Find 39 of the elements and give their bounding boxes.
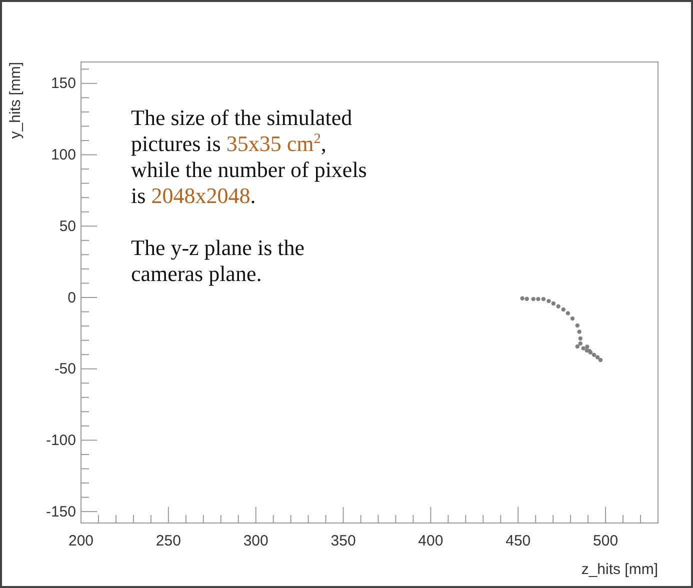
- x-tick-label: 200: [68, 532, 94, 550]
- point: [541, 296, 546, 302]
- x-tick-label: 400: [418, 532, 444, 550]
- text: The size of the simulated pictures is 35x35 cm$^{2}$, while the number of pixels is 2048x2048.: [131, 105, 367, 208]
- y-tick-label: -50: [54, 360, 76, 378]
- point: [561, 307, 566, 312]
- y-axis-title: y_hits [mm]: [7, 62, 24, 139]
- point: [531, 296, 536, 302]
- text: The y-z plane is the cameras plane.: [131, 235, 305, 286]
- point: [581, 346, 586, 350]
- point: [598, 358, 603, 362]
- point: [570, 316, 575, 321]
- point: [577, 330, 582, 334]
- y-tick-label: 0: [68, 289, 76, 306]
- y-tick-label: 50: [59, 218, 76, 235]
- x-tick-label: 450: [506, 532, 531, 550]
- point: [551, 301, 556, 306]
- point: [592, 352, 596, 357]
- point: [566, 311, 570, 316]
- y-tick-label: 100: [50, 146, 76, 164]
- point: [575, 323, 580, 328]
- point: [546, 298, 551, 304]
- x-tick-label: 250: [156, 532, 181, 550]
- x-tick-label: 350: [330, 532, 356, 550]
- point: [585, 344, 590, 349]
- point: [520, 296, 524, 300]
- point: [595, 355, 600, 360]
- point: [578, 336, 582, 341]
- point: [578, 341, 582, 346]
- x-tick-label: 500: [593, 532, 618, 550]
- point: [575, 344, 580, 349]
- x-axis-title: z_hits [mm]: [581, 561, 658, 578]
- y-tick-label: 150: [50, 75, 76, 92]
- y-tick-label: -100: [46, 432, 76, 450]
- point: [536, 296, 540, 302]
- point: [556, 304, 560, 308]
- y-tick-label: -150: [46, 503, 76, 520]
- point: [524, 296, 529, 302]
- x-tick-label: 300: [243, 532, 268, 550]
